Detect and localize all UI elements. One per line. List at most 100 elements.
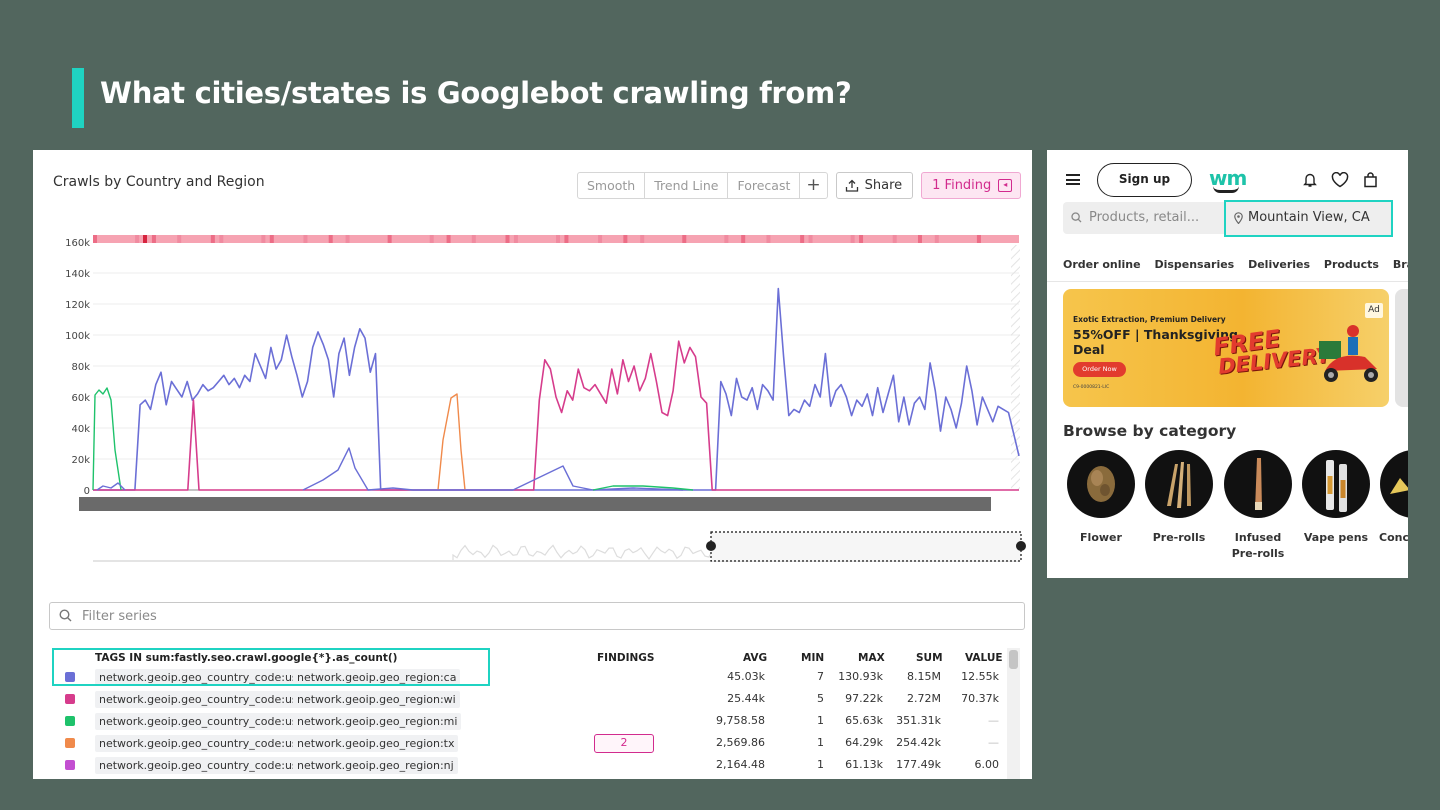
- nav-products[interactable]: Products: [1323, 258, 1379, 271]
- series-color-swatch[interactable]: [65, 760, 75, 770]
- table-row[interactable]: network.geoip.geo_country_code:us network…: [33, 756, 1032, 776]
- ad-tagline: Exotic Extraction, Premium Delivery: [1073, 315, 1226, 324]
- vape-pens-image: [1302, 450, 1370, 518]
- col-header-findings[interactable]: FINDINGS: [597, 652, 655, 664]
- menu-icon[interactable]: [1066, 174, 1080, 185]
- col-header-max[interactable]: MAX: [858, 652, 885, 664]
- divider: [1047, 281, 1408, 282]
- category-flower[interactable]: Flower: [1066, 450, 1136, 546]
- minimap-handle-left[interactable]: [706, 541, 716, 551]
- col-header-min[interactable]: MIN: [801, 652, 825, 664]
- y-tick-label: 160k: [65, 238, 90, 249]
- cell-value: 70.37k: [961, 692, 999, 705]
- cell-avg: 45.03k: [727, 670, 765, 683]
- findings-strip-mark: [976, 235, 981, 243]
- cell-min: 1: [817, 714, 824, 727]
- findings-strip-mark: [328, 235, 333, 243]
- nav-order-online[interactable]: Order online: [1063, 258, 1141, 271]
- col-header-avg[interactable]: AVG: [743, 652, 768, 664]
- sign-up-button[interactable]: Sign up: [1097, 163, 1192, 197]
- category-concentrates[interactable]: Conc: [1379, 450, 1408, 546]
- cell-avg: 25.44k: [727, 692, 765, 705]
- heart-icon[interactable]: [1331, 172, 1349, 188]
- col-header-sum[interactable]: SUM: [916, 652, 943, 664]
- filter-series-input[interactable]: Filter series: [49, 602, 1025, 630]
- location-pin-icon: [1234, 212, 1243, 224]
- nav-brands[interactable]: Brand: [1392, 258, 1408, 271]
- time-scrubber-bar: [79, 497, 991, 511]
- shopping-bag-icon[interactable]: [1363, 172, 1378, 188]
- category-vape-pens[interactable]: Vape pens: [1301, 450, 1371, 546]
- findings-strip-mark: [892, 235, 897, 243]
- cell-max: 61.13k: [845, 758, 883, 771]
- series-color-swatch[interactable]: [65, 738, 75, 748]
- share-label: Share: [864, 178, 903, 193]
- tag-country[interactable]: network.geoip.geo_country_code:us: [95, 735, 302, 752]
- table-row[interactable]: network.geoip.geo_country_code:us network…: [33, 712, 1032, 732]
- findings-strip-mark: [210, 235, 215, 243]
- table-row[interactable]: network.geoip.geo_country_code:us network…: [33, 734, 1032, 754]
- findings-strip-mark: [640, 235, 645, 243]
- table-scroll-thumb[interactable]: [1009, 650, 1018, 669]
- dashboard-panel: Crawls by Country and Region Smooth Tren…: [33, 150, 1032, 779]
- findings-strip-mark: [387, 235, 392, 243]
- findings-strip-mark: [269, 235, 274, 243]
- findings-strip-mark: [859, 235, 864, 243]
- location-input[interactable]: Mountain View, CA: [1224, 200, 1393, 237]
- logo-smile-mark: [1213, 186, 1239, 193]
- tag-region[interactable]: network.geoip.geo_region:nj: [293, 757, 458, 774]
- tag-country[interactable]: network.geoip.geo_country_code:us: [95, 691, 302, 708]
- table-row[interactable]: network.geoip.geo_country_code:us network…: [33, 668, 1032, 688]
- add-function-button[interactable]: +: [806, 175, 821, 195]
- cell-min: 5: [817, 692, 824, 705]
- ad-order-now-button[interactable]: Order Now: [1073, 362, 1126, 377]
- series-color-swatch[interactable]: [65, 672, 75, 682]
- cell-min: 7: [817, 670, 824, 683]
- tag-country[interactable]: network.geoip.geo_country_code:us: [95, 669, 302, 686]
- table-row[interactable]: network.geoip.geo_country_code:us network…: [33, 690, 1032, 710]
- smooth-button[interactable]: Smooth: [578, 173, 646, 198]
- nav-deliveries[interactable]: Deliveries: [1248, 258, 1311, 271]
- search-products-input[interactable]: Products, retail...: [1063, 202, 1231, 234]
- cell-max: 65.63k: [845, 714, 883, 727]
- category-pre-rolls[interactable]: Pre-rolls: [1144, 450, 1214, 546]
- tag-country[interactable]: network.geoip.geo_country_code:us: [95, 713, 302, 730]
- findings-strip-mark: [724, 235, 729, 243]
- cell-avg: 2,569.86: [716, 736, 765, 749]
- finding-button[interactable]: 1 Finding ◂: [921, 172, 1022, 199]
- bell-icon[interactable]: [1303, 172, 1317, 188]
- trend-line-button[interactable]: Trend Line: [645, 173, 729, 198]
- tag-region[interactable]: network.geoip.geo_region:ca: [293, 669, 461, 686]
- cell-value: 12.55k: [961, 670, 999, 683]
- findings-strip-mark: [471, 235, 476, 243]
- findings-badge[interactable]: 2: [594, 734, 654, 753]
- ad-badge: Ad: [1365, 303, 1383, 318]
- panel-expand-icon: ◂: [998, 179, 1013, 192]
- table-scrollbar[interactable]: [1007, 648, 1020, 779]
- col-header-value[interactable]: VALUE: [965, 652, 1003, 664]
- tag-region[interactable]: network.geoip.geo_region:tx: [293, 735, 459, 752]
- next-ad-peek[interactable]: [1395, 289, 1408, 407]
- ad-banner[interactable]: Exotic Extraction, Premium Delivery 55%O…: [1063, 289, 1389, 407]
- series-line: [93, 340, 1019, 491]
- findings-strip-mark: [345, 235, 350, 243]
- minimap-handle-right[interactable]: [1016, 541, 1026, 551]
- slide-title: What cities/states is Googlebot crawling…: [100, 76, 852, 110]
- tag-region[interactable]: network.geoip.geo_region:wi: [293, 691, 460, 708]
- col-header-tags[interactable]: TAGS IN sum:fastly.seo.crawl.google{*}.a…: [95, 652, 398, 664]
- tag-country[interactable]: network.geoip.geo_country_code:us: [95, 757, 302, 774]
- forecast-button[interactable]: Forecast: [728, 173, 801, 198]
- series-color-swatch[interactable]: [65, 694, 75, 704]
- y-tick-label: 40k: [71, 424, 90, 435]
- findings-strip-mark: [741, 235, 746, 243]
- category-infused-pre-rolls[interactable]: Infused Pre-rolls: [1223, 450, 1293, 562]
- y-tick-label: 140k: [65, 269, 90, 280]
- share-button[interactable]: Share: [835, 172, 914, 199]
- series-color-swatch[interactable]: [65, 716, 75, 726]
- findings-strip-mark: [151, 235, 156, 243]
- cell-avg: 9,758.58: [716, 714, 765, 727]
- timeseries-chart[interactable]: 0 20k 40k 60k 80k 100k 120k 140k 160k: [33, 150, 1032, 570]
- tag-region[interactable]: network.geoip.geo_region:mi: [293, 713, 462, 730]
- findings-strip-mark: [135, 235, 140, 243]
- nav-dispensaries[interactable]: Dispensaries: [1154, 258, 1235, 271]
